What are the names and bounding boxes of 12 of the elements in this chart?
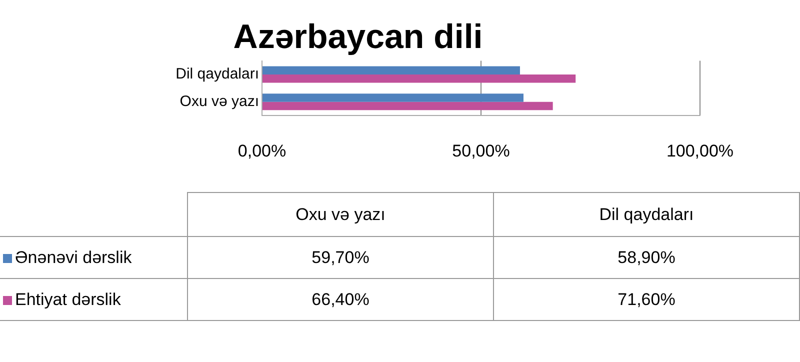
- category-label: Dil qaydaları: [599, 204, 694, 224]
- x-tick-label: 0,00%: [238, 141, 286, 160]
- x-tick-label: 50,00%: [452, 141, 510, 160]
- legend-label: Ehtiyat dərslik: [15, 290, 121, 308]
- legend-label: Ənənəvi dərslik: [15, 248, 132, 266]
- category-label: Oxu və yazı: [296, 204, 386, 224]
- chart-title: Azərbaycan dili: [233, 18, 483, 56]
- text: 66,40%: [188, 278, 494, 320]
- text: 58,90%: [494, 236, 800, 278]
- x-tick-label: 100,00%: [666, 141, 734, 160]
- text: 59,70%: [188, 236, 494, 278]
- text: 71,60%: [494, 278, 800, 320]
